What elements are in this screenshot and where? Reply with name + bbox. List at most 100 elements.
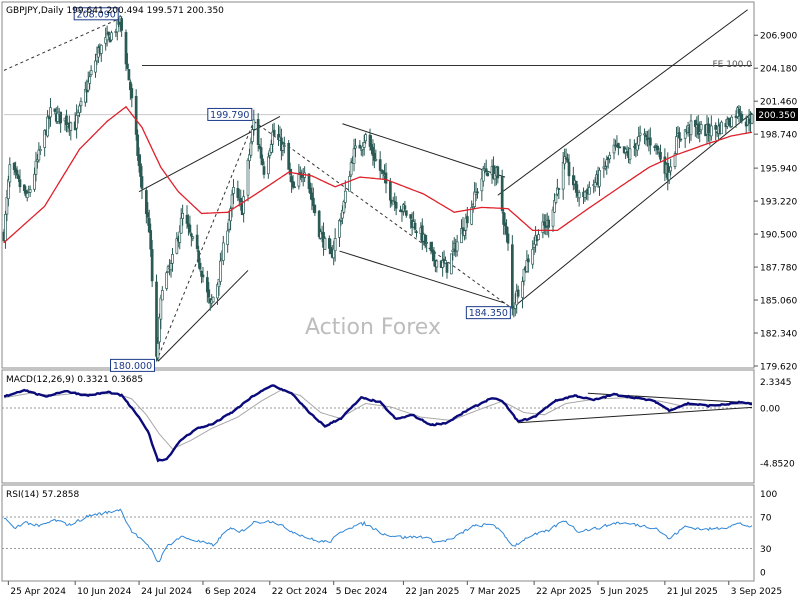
candle bbox=[79, 97, 83, 113]
candle bbox=[110, 30, 113, 42]
candle-body bbox=[219, 260, 222, 282]
candle-body bbox=[707, 123, 710, 134]
candle bbox=[75, 104, 78, 139]
candle-body bbox=[37, 149, 41, 161]
candle-body bbox=[105, 33, 109, 41]
candle bbox=[364, 132, 368, 144]
candle-body bbox=[451, 249, 455, 252]
symbol-header: GBPJPY,Daily 199.641 200.494 199.571 200… bbox=[6, 6, 224, 16]
candle-body bbox=[659, 151, 662, 160]
candle-body bbox=[78, 105, 81, 114]
candle bbox=[99, 44, 103, 62]
candle bbox=[140, 166, 144, 200]
candle-body bbox=[89, 70, 93, 75]
candle-body bbox=[185, 214, 189, 224]
candle-body bbox=[675, 136, 678, 154]
candle bbox=[394, 196, 398, 216]
candle bbox=[246, 157, 250, 202]
candle-body bbox=[127, 69, 131, 81]
candle bbox=[441, 251, 444, 277]
point-label-text: 184.350 bbox=[469, 308, 508, 319]
candle bbox=[463, 230, 466, 241]
candle bbox=[256, 113, 260, 152]
price-tick-label: 190.500 bbox=[760, 231, 797, 241]
macd-line bbox=[4, 384, 752, 463]
candle-body bbox=[179, 217, 183, 234]
candle-body bbox=[425, 241, 429, 244]
candle-body bbox=[654, 143, 658, 146]
rsi-axis-label: 0 bbox=[760, 569, 766, 579]
candle-body bbox=[339, 220, 343, 222]
candle bbox=[7, 175, 10, 207]
macd-title: MACD(12,26,9) 0.3321 0.3685 bbox=[6, 375, 143, 385]
candle bbox=[502, 207, 505, 235]
candle-body bbox=[338, 220, 341, 238]
candle bbox=[522, 268, 526, 286]
time-tick-label: 10 Jun 2024 bbox=[77, 587, 131, 597]
candle bbox=[191, 235, 195, 242]
candle-body bbox=[140, 176, 144, 189]
candle-body bbox=[15, 169, 19, 176]
price-tick-label: 185.060 bbox=[760, 297, 797, 307]
time-tick-label: 3 Sep 2025 bbox=[731, 587, 782, 597]
dashed-projection-line bbox=[253, 120, 513, 310]
candle-body bbox=[8, 164, 12, 183]
candle bbox=[404, 210, 408, 218]
candle-body bbox=[577, 192, 581, 199]
candle bbox=[242, 189, 246, 223]
candle bbox=[313, 204, 317, 216]
candle bbox=[638, 125, 642, 142]
candle bbox=[94, 53, 97, 78]
candle bbox=[547, 215, 551, 238]
candle bbox=[747, 108, 751, 132]
candle bbox=[333, 228, 337, 262]
candle-body bbox=[327, 238, 331, 249]
rsi-axis-label: 30 bbox=[760, 545, 772, 555]
macd-panel-frame bbox=[1, 369, 755, 484]
candle bbox=[249, 137, 253, 158]
candle-body bbox=[455, 241, 459, 252]
candle bbox=[155, 274, 158, 362]
candle-body bbox=[99, 44, 103, 54]
candle bbox=[338, 218, 341, 248]
rsi-axis: 100 70 30 0 bbox=[760, 490, 777, 579]
candle-body bbox=[144, 190, 148, 215]
dashed-projection-line bbox=[3, 17, 121, 71]
candle bbox=[679, 138, 683, 143]
candle-body bbox=[197, 250, 200, 263]
candle bbox=[165, 270, 169, 291]
candle-body bbox=[38, 148, 42, 152]
candle-body bbox=[566, 158, 569, 163]
candle bbox=[178, 225, 182, 250]
candle bbox=[413, 219, 417, 233]
candle-body bbox=[465, 216, 469, 224]
candle-body bbox=[149, 230, 153, 250]
candle-body bbox=[403, 205, 407, 210]
candle-body bbox=[449, 253, 453, 275]
candle bbox=[65, 109, 68, 133]
candle bbox=[624, 147, 627, 160]
candle-body bbox=[17, 175, 20, 180]
candle-body bbox=[4, 213, 7, 241]
candle bbox=[232, 179, 235, 205]
candle-body bbox=[291, 180, 295, 188]
candle-body bbox=[178, 231, 182, 243]
candle-body bbox=[25, 193, 29, 198]
candle-body bbox=[384, 172, 388, 184]
candle-body bbox=[317, 210, 321, 238]
candle-body bbox=[522, 268, 526, 282]
candle bbox=[69, 121, 73, 141]
price-tick-label: 193.220 bbox=[760, 198, 797, 208]
rsi-axis-label: 100 bbox=[760, 490, 777, 500]
candle bbox=[126, 53, 129, 70]
candle-body bbox=[126, 63, 129, 69]
candle-body bbox=[727, 118, 731, 125]
candle-body bbox=[256, 119, 260, 145]
candle-body bbox=[266, 156, 270, 175]
candle-body bbox=[79, 100, 83, 107]
macd-axis: 2.3345 0.00 -4.8520 bbox=[760, 378, 795, 470]
candle-body bbox=[563, 156, 566, 165]
candle bbox=[481, 165, 485, 187]
candle bbox=[730, 115, 734, 128]
candle-body bbox=[689, 120, 693, 136]
